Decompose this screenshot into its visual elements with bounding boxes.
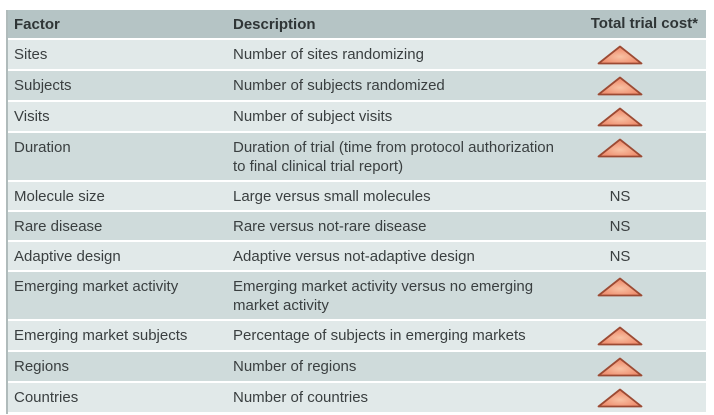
table-row: Duration Duration of trial (time from pr… (8, 133, 706, 180)
factor-cell: Sites (14, 46, 48, 63)
description-cell: Percentage of subjects in emerging marke… (233, 327, 526, 344)
description-cell: Duration of trial (time from protocol au… (233, 139, 554, 175)
table-row: Subjects Number of subjects randomized (8, 71, 706, 100)
table-row: Emerging market subjects Percentage of s… (8, 321, 706, 350)
not-significant-label: NS (609, 218, 631, 235)
factor-cell: Emerging market subjects (14, 327, 188, 344)
description-cell: Number of subjects randomized (233, 77, 445, 94)
cost-cell: NS (560, 212, 706, 240)
table-row: Countries Number of countries (8, 383, 706, 412)
factor-cell: Visits (14, 108, 50, 125)
cost-cell: NS (560, 182, 706, 210)
table-row: Adaptive design Adaptive versus not-adap… (8, 242, 706, 270)
triangle-up-icon (597, 326, 643, 346)
triangle-up-icon (597, 357, 643, 377)
factors-cost-table: Factor Description Total trial cost* Sit… (6, 10, 706, 414)
triangle-up-icon (597, 45, 643, 65)
description-cell: Large versus small molecules (233, 188, 431, 205)
column-header-total-trial-cost: Total trial cost* (590, 15, 698, 32)
factor-cell: Countries (14, 389, 79, 406)
table-row: Regions Number of regions (8, 352, 706, 381)
factor-cell: Emerging market activity (14, 278, 179, 295)
not-significant-label: NS (609, 248, 631, 265)
table-row: Emerging market activity Emerging market… (8, 272, 706, 319)
triangle-up-icon (597, 277, 643, 297)
cost-cell: NS (560, 242, 706, 270)
table-row: Sites Number of sites randomizing (8, 40, 706, 69)
not-significant-label: NS (609, 188, 631, 205)
table-header-row: Factor Description Total trial cost* (8, 10, 706, 38)
factor-cell: Molecule size (14, 188, 105, 205)
triangle-up-icon (597, 138, 643, 158)
column-header-description: Description (233, 16, 316, 33)
table-body: Sites Number of sites randomizing Subjec… (8, 40, 706, 412)
cost-cell (560, 321, 706, 350)
factor-cell: Regions (14, 358, 70, 375)
cost-cell (560, 102, 706, 131)
factor-cell: Duration (14, 139, 71, 156)
factor-cell: Rare disease (14, 218, 103, 235)
cost-cell (560, 383, 706, 412)
table-row: Rare disease Rare versus not-rare diseas… (8, 212, 706, 240)
triangle-up-icon (597, 107, 643, 127)
description-cell: Number of countries (233, 389, 369, 406)
description-cell: Rare versus not-rare disease (233, 218, 427, 235)
table-row: Molecule size Large versus small molecul… (8, 182, 706, 210)
cost-cell (560, 40, 706, 69)
triangle-up-icon (597, 388, 643, 408)
description-cell: Adaptive versus not-adaptive design (233, 248, 475, 265)
description-cell: Number of subject visits (233, 108, 393, 125)
factor-cell: Adaptive design (14, 248, 121, 265)
factor-cell: Subjects (14, 77, 72, 94)
cost-cell (560, 272, 706, 319)
cost-cell (560, 133, 706, 180)
cost-cell (560, 71, 706, 100)
table-row: Visits Number of subject visits (8, 102, 706, 131)
column-header-factor: Factor (14, 16, 60, 33)
cost-cell (560, 352, 706, 381)
description-cell: Number of sites randomizing (233, 46, 424, 63)
description-cell: Number of regions (233, 358, 357, 375)
triangle-up-icon (597, 76, 643, 96)
description-cell: Emerging market activity versus no emerg… (233, 278, 534, 314)
